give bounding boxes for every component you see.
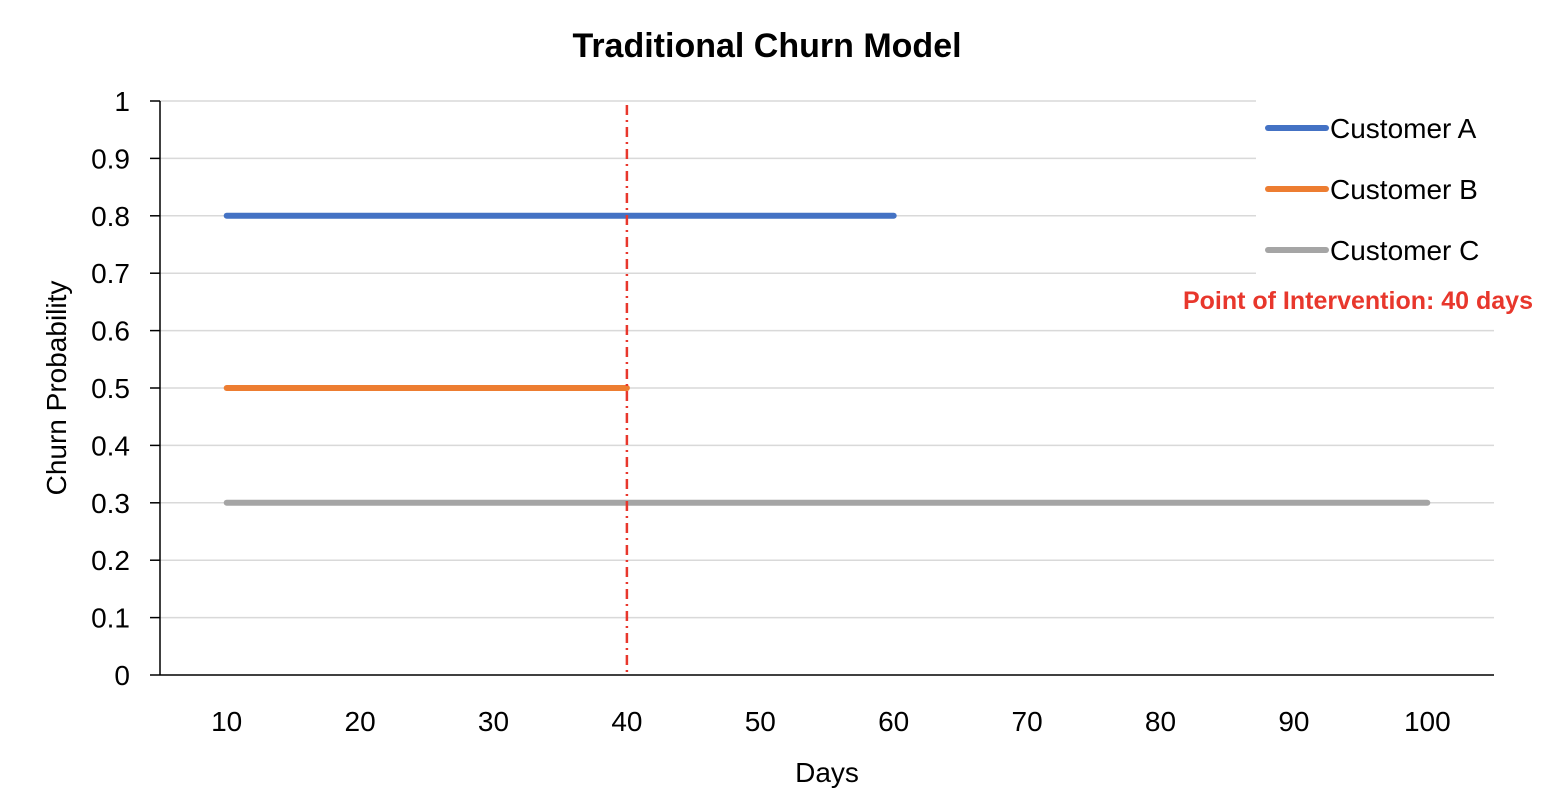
y-tick-label: 0.3: [91, 488, 130, 519]
legend-label: Customer C: [1330, 235, 1479, 266]
legend: Customer A Customer B Customer C: [1256, 96, 1504, 274]
x-tick-label: 30: [478, 706, 509, 737]
x-tick-label: 50: [745, 706, 776, 737]
y-tick-label: 0.4: [91, 430, 130, 461]
axes: [150, 100, 1494, 676]
legend-label: Customer B: [1330, 174, 1478, 205]
series-lines: [223, 212, 1431, 506]
y-tick-label: 0.5: [91, 373, 130, 404]
x-tick-label: 90: [1278, 706, 1309, 737]
x-tick-label: 10: [211, 706, 242, 737]
y-tick-label: 0.9: [91, 143, 130, 174]
annotations: Point of Intervention: 40 days: [625, 105, 1533, 675]
x-tick-label: 70: [1012, 706, 1043, 737]
y-tick-label: 0: [114, 660, 130, 691]
y-tick-label: 0.2: [91, 545, 130, 576]
y-tick-label: 0.7: [91, 258, 130, 289]
x-tick-label: 60: [878, 706, 909, 737]
x-tick-label: 100: [1404, 706, 1451, 737]
x-tick-label: 40: [611, 706, 642, 737]
y-tick-labels: 0 0.1 0.2 0.3 0.4 0.5 0.6 0.7 0.8 0.9 1: [91, 86, 130, 691]
x-axis-label: Days: [795, 757, 859, 788]
y-tick-label: 1: [114, 86, 130, 117]
chart-title: Traditional Churn Model: [572, 27, 961, 65]
x-tick-labels: 10 20 30 40 50 60 70 80 90 100: [211, 706, 1451, 737]
y-tick-label: 0.8: [91, 201, 130, 232]
x-tick-label: 20: [345, 706, 376, 737]
intervention-label: Point of Intervention: 40 days: [1183, 287, 1533, 315]
y-tick-label: 0.1: [91, 603, 130, 634]
x-tick-label: 80: [1145, 706, 1176, 737]
y-axis-label: Churn Probability: [41, 281, 72, 496]
y-tick-label: 0.6: [91, 316, 130, 347]
legend-label: Customer A: [1330, 113, 1477, 144]
